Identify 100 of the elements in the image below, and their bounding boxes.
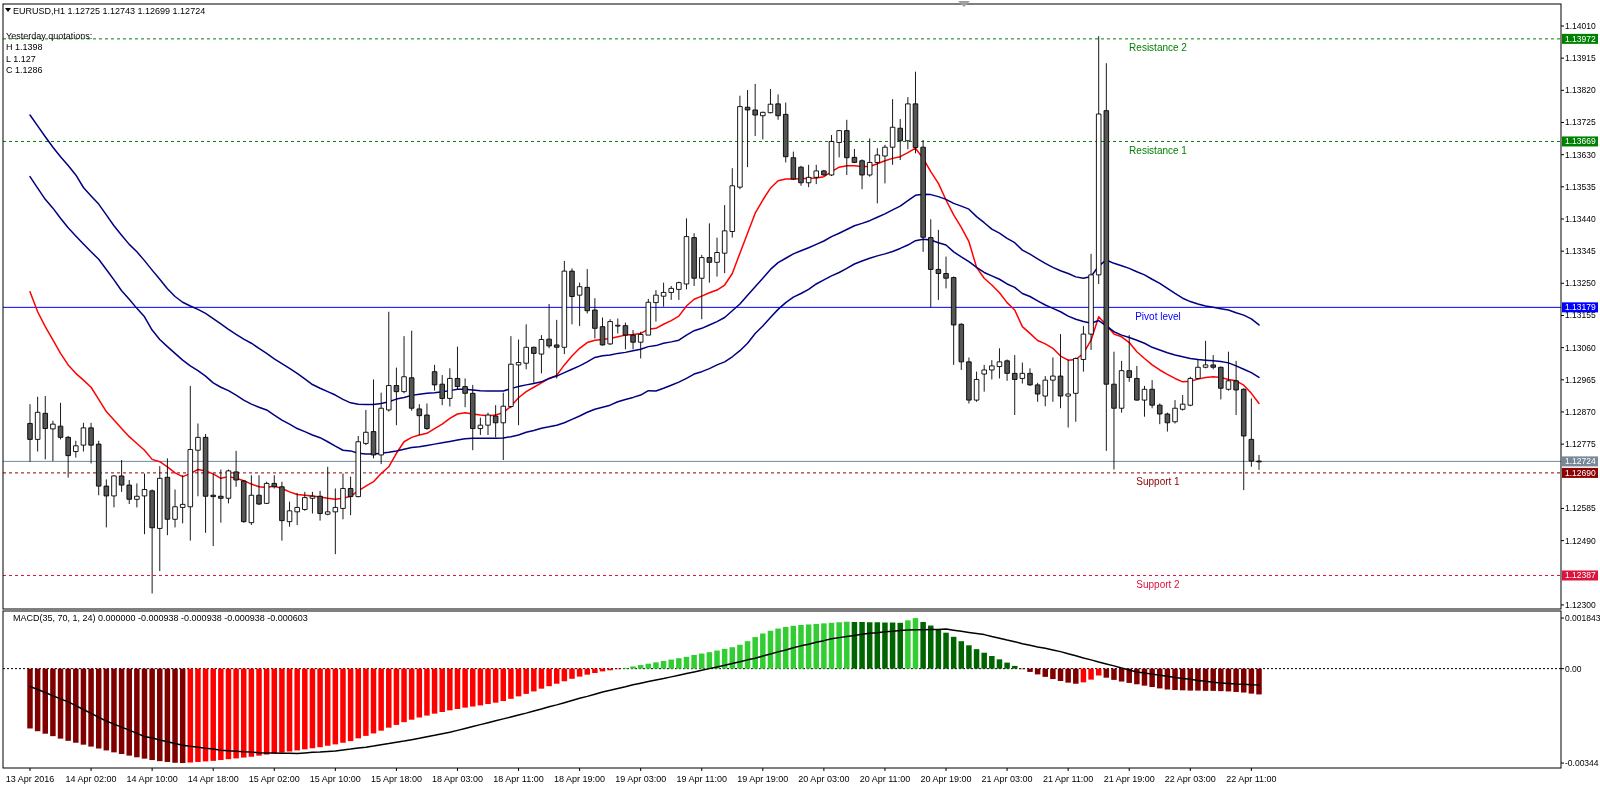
candlestick [1225, 351, 1232, 392]
bar [187, 668, 194, 763]
bar [73, 668, 79, 743]
x-tick-label: 15 Apr 10:00 [309, 774, 361, 784]
bar [935, 629, 942, 669]
bar [134, 668, 140, 758]
x-tick-label: 15 Apr 18:00 [370, 774, 422, 784]
ref-line-label: Resistance 2 [1129, 42, 1188, 54]
candlestick [279, 481, 285, 542]
candlestick [302, 491, 308, 512]
candlestick [50, 420, 56, 462]
bar [447, 668, 453, 711]
bar [676, 658, 682, 669]
bar [1126, 668, 1132, 683]
bar [905, 620, 911, 669]
bar [332, 668, 339, 745]
bar [65, 668, 71, 741]
bar [210, 668, 216, 761]
bar [691, 654, 697, 669]
candlestick [363, 409, 369, 446]
y-tick-label: 1.12387 [1565, 570, 1596, 581]
bar [195, 668, 201, 762]
y-tick-label: 1.12965 [1565, 374, 1596, 385]
bar [996, 659, 1003, 669]
candlestick [760, 111, 766, 140]
candlestick [340, 473, 346, 520]
bar [653, 662, 659, 669]
bar [1088, 668, 1094, 680]
bar [309, 668, 316, 749]
candlestick [531, 346, 537, 384]
y-tick-label: 0.00 [1565, 663, 1582, 674]
candlestick [523, 323, 529, 370]
bar [645, 663, 652, 669]
candlestick [309, 491, 316, 514]
bar [1027, 668, 1033, 672]
candlestick [714, 237, 720, 277]
y-tick-label: 1.13725 [1565, 117, 1596, 128]
bar [821, 623, 827, 669]
bar [1134, 668, 1140, 685]
bar [508, 668, 514, 699]
bar [393, 668, 400, 725]
x-tick-label: 22 Apr 11:00 [1226, 774, 1277, 784]
y-tick-label: 0.001843 [1565, 613, 1600, 624]
candlestick [1065, 359, 1071, 428]
bar [88, 668, 94, 747]
bar [538, 668, 545, 689]
candlestick [1027, 367, 1033, 387]
x-tick-label: 19 Apr 11:00 [676, 774, 727, 784]
bar [989, 656, 995, 669]
chart-title: EURUSD,H1 1.12725 1.12743 1.12699 1.12724 [13, 6, 206, 16]
bar [256, 668, 262, 756]
bar [454, 668, 461, 709]
candlestick [256, 474, 262, 506]
bar [699, 653, 705, 669]
bar [324, 668, 331, 746]
bar [1004, 662, 1010, 669]
bar [981, 652, 987, 669]
bar [1050, 668, 1056, 680]
bar [897, 622, 903, 669]
bar [760, 633, 766, 669]
y-tick-label: 1.12585 [1565, 503, 1596, 514]
bar [531, 668, 537, 692]
bar [386, 668, 392, 728]
y-tick-label: 1.13250 [1565, 278, 1596, 289]
candlestick [65, 435, 71, 479]
bar [637, 665, 644, 669]
candlestick [141, 473, 148, 535]
candlestick [676, 281, 682, 301]
bar [950, 636, 957, 669]
bar [340, 668, 346, 743]
ref-line-label: Support 2 [1136, 578, 1181, 590]
bar [317, 668, 323, 748]
bar [958, 641, 965, 669]
candlestick [920, 139, 926, 253]
y-tick-label: 1.13535 [1565, 181, 1596, 192]
y-tick-label: 1.13972 [1565, 33, 1596, 44]
candlestick [1240, 387, 1247, 491]
bar [378, 668, 384, 731]
candlestick [1004, 359, 1010, 382]
y-tick-label: 1.12490 [1565, 535, 1596, 546]
candlestick [1141, 385, 1148, 418]
candlestick [88, 422, 94, 464]
candlestick [859, 158, 865, 190]
candlestick [378, 392, 384, 465]
bar [553, 668, 560, 684]
x-tick-label: 13 Apr 2016 [5, 774, 55, 784]
x-tick-label: 20 Apr 03:00 [798, 774, 850, 784]
x-tick-label: 21 Apr 11:00 [1042, 774, 1094, 784]
bar [470, 668, 476, 707]
candlestick [981, 364, 987, 393]
bar [1111, 668, 1117, 680]
candlestick [683, 217, 690, 290]
x-tick-label: 14 Apr 10:00 [126, 774, 178, 784]
candlestick [943, 256, 949, 289]
candlestick [424, 403, 430, 431]
candlestick [286, 501, 293, 528]
y-tick-label: 1.13155 [1565, 310, 1596, 321]
bar [302, 668, 308, 750]
bar [943, 632, 949, 669]
y-tick-label: 1.13440 [1565, 213, 1596, 224]
